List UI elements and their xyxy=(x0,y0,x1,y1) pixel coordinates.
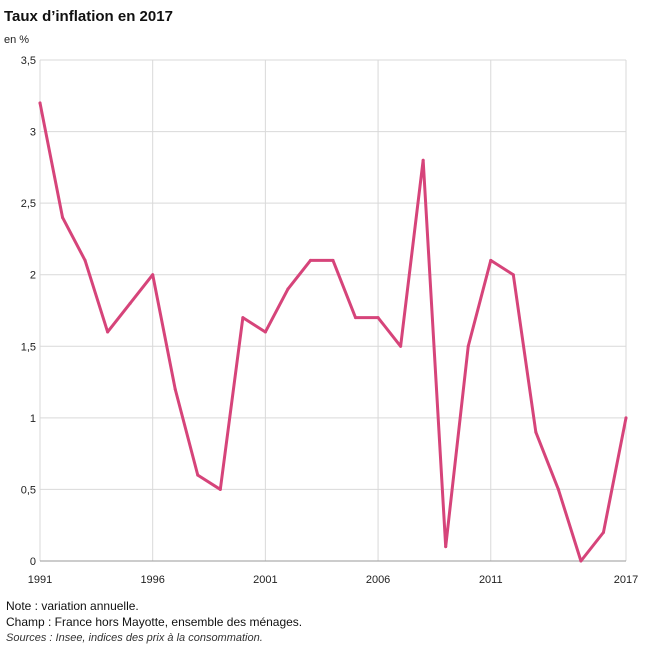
y-tick-label: 1,5 xyxy=(21,341,36,353)
x-tick-label: 2001 xyxy=(253,574,277,586)
data-point xyxy=(444,545,448,549)
data-point xyxy=(263,330,267,334)
data-point xyxy=(534,430,538,434)
x-tick-label: 2017 xyxy=(614,574,638,586)
data-point xyxy=(511,273,515,277)
y-tick-label: 2,5 xyxy=(21,198,36,210)
champ-text: Champ : France hors Mayotte, ensemble de… xyxy=(6,615,303,629)
data-point xyxy=(489,258,493,262)
data-point xyxy=(173,387,177,391)
data-point xyxy=(399,344,403,348)
y-tick-label: 0,5 xyxy=(21,484,36,496)
y-axis-unit-label: en % xyxy=(4,34,30,46)
data-point xyxy=(421,158,425,162)
y-tick-label: 2 xyxy=(30,270,36,282)
series-line xyxy=(38,101,628,563)
data-point xyxy=(38,101,42,105)
y-tick-label: 3,5 xyxy=(21,55,36,67)
data-point xyxy=(466,344,470,348)
data-point xyxy=(128,301,132,305)
data-point xyxy=(83,258,87,262)
data-point xyxy=(241,316,245,320)
data-point xyxy=(376,316,380,320)
data-point xyxy=(331,258,335,262)
chart-notes: Note : variation annuelle. Champ : Franc… xyxy=(6,598,302,646)
y-tick-label: 3 xyxy=(30,127,36,139)
chart-series xyxy=(38,101,628,563)
data-point xyxy=(601,530,605,534)
data-point xyxy=(61,215,65,219)
data-point xyxy=(151,273,155,277)
data-point xyxy=(196,473,200,477)
data-point xyxy=(106,330,110,334)
data-point xyxy=(556,487,560,491)
tick-labels: 0 0,5 1 1,5 2 2,5 3 3,5 1991 1996 2001 2006 2011 2017 xyxy=(21,55,639,586)
line-chart: 0 0,5 1 1,5 2 2,5 3 3,5 1991 1996 2001 2006 2011 2017 xyxy=(21,55,639,586)
note-text: Note : variation annuelle. xyxy=(6,599,139,613)
y-tick-label: 0 xyxy=(30,556,36,568)
data-point xyxy=(579,559,583,563)
data-point xyxy=(308,258,312,262)
y-tick-label: 1 xyxy=(30,413,36,425)
data-point xyxy=(218,487,222,491)
data-point xyxy=(286,287,290,291)
x-tick-label: 2011 xyxy=(479,574,503,586)
x-tick-label: 2006 xyxy=(366,574,390,586)
chart-title: Taux d’inflation en 2017 xyxy=(4,8,173,25)
data-point xyxy=(354,316,358,320)
data-point xyxy=(624,416,628,420)
sources-text: Sources : Insee, indices des prix à la c… xyxy=(6,632,263,644)
chart-grid xyxy=(39,59,627,562)
x-tick-label: 1991 xyxy=(28,574,52,586)
x-tick-label: 1996 xyxy=(140,574,164,586)
